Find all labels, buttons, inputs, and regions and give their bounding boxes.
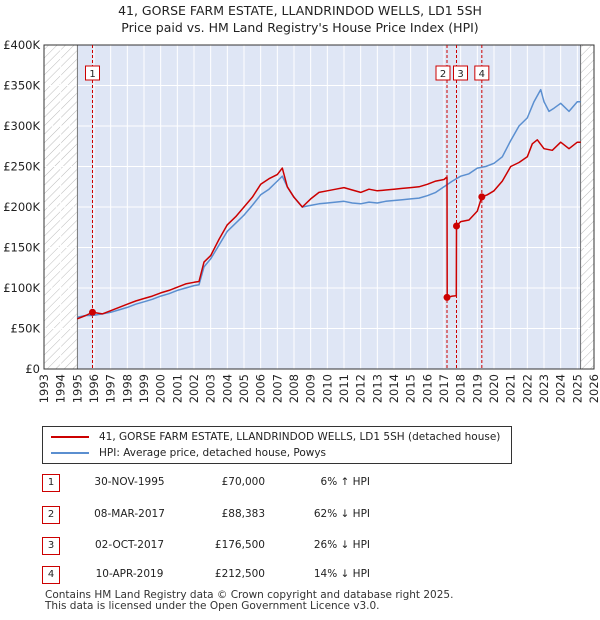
x-tick-label: 2019 [470, 374, 484, 403]
legend-item-hpi: HPI: Average price, detached house, Powy… [51, 445, 326, 461]
sale-hpi-diff: 26% ↓ HPI [313, 539, 370, 551]
x-tick-label: 2000 [154, 374, 168, 403]
x-tick-label: 2024 [554, 374, 568, 403]
x-tick-label: 2009 [304, 374, 318, 403]
x-tick-label: 2025 [570, 374, 584, 403]
x-tick-label: 1999 [137, 374, 151, 403]
x-tick-label: 1997 [104, 374, 118, 403]
sale-3-marker-label: 3 [457, 69, 463, 80]
x-tick-label: 2026 [587, 374, 600, 403]
y-tick-label: £200K [3, 200, 40, 214]
hpi-series-line [77, 88, 581, 318]
footer-copyright: Contains HM Land Registry data © Crown c… [45, 589, 454, 601]
x-tick-label: 1993 [37, 374, 51, 403]
x-tick-label: 1998 [120, 374, 134, 403]
sale-price: £88,383 [221, 508, 265, 520]
sale-4-marker-box [474, 65, 490, 81]
price-chart: £0 £50K £100K £150K £200K £250K £300K £350K £400… [3, 38, 600, 403]
y-tick-label: £100K [3, 281, 40, 295]
legend-swatch-hpi [51, 452, 89, 454]
y-tick-label: £350K [3, 79, 40, 93]
sale-hpi-diff: 62% ↓ HPI [313, 508, 370, 520]
x-tick-label: 2013 [370, 374, 384, 403]
x-tick-label: 2015 [404, 374, 418, 403]
sale-hpi-diff: 14% ↓ HPI [313, 568, 370, 580]
x-tick-label: 2006 [254, 374, 268, 403]
x-tick-label: 2021 [504, 374, 518, 403]
x-tick-label: 2023 [537, 374, 551, 403]
sale-date: 30-NOV-1995 [94, 476, 165, 488]
x-tick-label: 2017 [437, 374, 451, 403]
legend-item-property: 41, GORSE FARM ESTATE, LLANDRINDOD WELLS… [51, 429, 500, 445]
x-tick-label: 2011 [337, 374, 351, 403]
x-tick-label: 1996 [87, 374, 101, 403]
sale-1-marker-label: 1 [89, 69, 95, 80]
table-row: 3 02-OCT-2017 £176,500 26% ↓ HPI [0, 537, 600, 557]
sale-number-badge: 3 [42, 537, 60, 555]
chart-title: 41, GORSE FARM ESTATE, LLANDRINDOD WELLS… [0, 2, 600, 36]
sale-date: 08-MAR-2017 [94, 508, 165, 520]
y-tick-label: £250K [3, 160, 40, 174]
x-tick-label: 1995 [70, 374, 84, 403]
sale-number-badge: 2 [42, 506, 60, 524]
x-tick-label: 1994 [54, 374, 68, 403]
x-tick-label: 2003 [204, 374, 218, 403]
y-tick-label: £400K [3, 38, 40, 52]
sale-price: £176,500 [214, 539, 265, 551]
x-tick-label: 2005 [237, 374, 251, 403]
footer-licence: This data is licensed under the Open Gov… [45, 600, 380, 612]
title-line-1: 41, GORSE FARM ESTATE, LLANDRINDOD WELLS… [118, 3, 482, 18]
legend-label-hpi: HPI: Average price, detached house, Powy… [99, 447, 327, 459]
sale-2-marker-box [435, 65, 451, 81]
x-tick-label: 2007 [270, 374, 284, 403]
table-row: 1 30-NOV-1995 £70,000 6% ↑ HPI [0, 474, 600, 494]
sale-2-point [443, 293, 451, 301]
sale-3-point [453, 222, 460, 230]
x-tick-label: 2001 [170, 374, 184, 403]
x-tick-label: 2004 [220, 374, 234, 403]
y-tick-label: £150K [3, 241, 40, 255]
y-tick-label: £50K [11, 322, 41, 336]
x-tick-label: 2002 [187, 374, 201, 403]
x-tick-label: 2012 [354, 374, 368, 403]
legend-label-property: 41, GORSE FARM ESTATE, LLANDRINDOD WELLS… [99, 431, 501, 443]
sale-number-badge: 1 [42, 474, 60, 492]
x-tick-label: 2020 [487, 374, 501, 403]
sale-3-marker-box [453, 65, 468, 81]
property-series-line [77, 139, 581, 320]
footer: Contains HM Land Registry data © Crown c… [45, 590, 453, 612]
title-line-2: Price paid vs. HM Land Registry's House … [121, 20, 479, 35]
x-tick-label: 2018 [454, 374, 468, 403]
x-tick-label: 2010 [320, 374, 334, 403]
sale-price: £212,500 [214, 568, 265, 580]
sale-date: 10-APR-2019 [95, 568, 164, 580]
x-tick-label: 2014 [387, 374, 401, 403]
y-tick-label: £0 [25, 362, 40, 376]
table-row: 4 10-APR-2019 £212,500 14% ↓ HPI [0, 566, 600, 586]
table-row: 2 08-MAR-2017 £88,383 62% ↓ HPI [0, 506, 600, 526]
plot-frame [43, 44, 595, 370]
sale-4-marker-label: 4 [479, 69, 485, 80]
y-tick-label: £300K [3, 119, 40, 133]
sale-date: 02-OCT-2017 [95, 539, 164, 551]
sale-4-point [478, 193, 486, 201]
x-tick-label: 2016 [420, 374, 434, 403]
x-tick-label: 2008 [287, 374, 301, 403]
x-tick-label: 2022 [520, 374, 534, 403]
sale-number-badge: 4 [42, 566, 60, 584]
chart-legend: 41, GORSE FARM ESTATE, LLANDRINDOD WELLS… [42, 426, 512, 464]
legend-swatch-property [51, 436, 89, 438]
sale-price: £70,000 [221, 476, 265, 488]
sale-1-marker-box [85, 65, 100, 81]
sale-1-point [89, 308, 96, 316]
sale-hpi-diff: 6% ↑ HPI [320, 476, 370, 488]
sale-2-marker-label: 2 [440, 69, 446, 80]
